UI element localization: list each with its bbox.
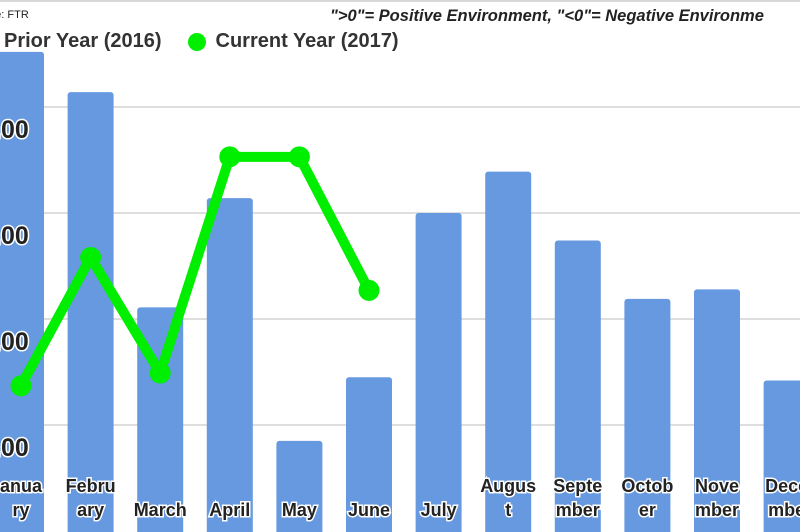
x-tick-label: Decembe [765, 476, 800, 520]
bar-april[interactable] [206, 198, 253, 532]
x-tick-label: April [209, 500, 250, 520]
source-label: rce: FTR [0, 9, 29, 21]
x-tick-label: June [348, 500, 390, 520]
bar-august[interactable] [485, 171, 532, 532]
point-june[interactable] [358, 279, 380, 301]
y-tick-label: .00 [0, 328, 29, 356]
y-tick-label: .00 [0, 434, 29, 462]
bar-june[interactable] [346, 377, 392, 532]
chart-note: ">0"= Positive Environment, "<0"= Negati… [330, 7, 764, 25]
legend: Prior Year (2016) Current Year (2017) [0, 30, 399, 53]
bar-december[interactable] [763, 380, 800, 532]
bar-october[interactable] [624, 298, 671, 532]
x-tick-label: May [282, 500, 317, 520]
bar-september[interactable] [554, 240, 601, 532]
legend-current-label[interactable]: Current Year (2017) [215, 30, 399, 52]
x-tick-label: Octob er [621, 476, 673, 520]
x-tick-label: March [134, 500, 187, 520]
bar-november[interactable] [694, 289, 740, 532]
legend-prior-label[interactable]: Prior Year (2016) [4, 30, 162, 52]
bar-july[interactable] [415, 213, 462, 532]
bar-february[interactable] [67, 92, 114, 532]
line-series-current-year [10, 146, 380, 397]
y-tick-label: .00 [0, 116, 29, 144]
top-border [0, 0, 800, 2]
x-tick-label: Febru ary [66, 476, 116, 520]
point-january[interactable] [10, 375, 32, 397]
point-march[interactable] [149, 362, 171, 384]
x-tick-label: July [421, 500, 457, 520]
x-tick-label: Augus t [480, 476, 536, 520]
point-april[interactable] [219, 146, 241, 168]
bar-january[interactable] [0, 51, 44, 532]
legend-dot-swatch [187, 32, 206, 51]
x-tick-label: Nove mber [695, 476, 739, 520]
bar-may[interactable] [276, 440, 323, 532]
x-tick-label: Septe mber [553, 476, 602, 520]
current-year-line [16, 151, 374, 389]
y-tick-label: .00 [0, 222, 29, 250]
point-february[interactable] [80, 247, 102, 269]
x-tick-label: anua ry [0, 476, 43, 520]
point-may[interactable] [288, 146, 310, 168]
bar-series-prior-year [0, 51, 800, 532]
